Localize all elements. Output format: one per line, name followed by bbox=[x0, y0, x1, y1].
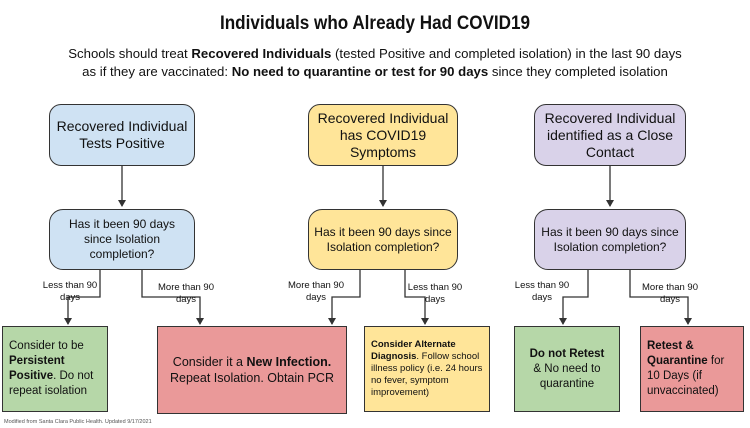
outcome-text: Do not Retest & No need to quarantine bbox=[525, 347, 609, 392]
outcome-text: Consider it a New Infection. Repeat Isol… bbox=[166, 354, 338, 386]
scenario-box-close-contact: Recovered Individual identified as a Clo… bbox=[534, 104, 686, 166]
question-box: Has it been 90 days since Isolation comp… bbox=[308, 209, 458, 270]
question-label: Has it been 90 days since Isolation comp… bbox=[68, 217, 176, 261]
connector-line bbox=[559, 270, 589, 325]
outcome-emphasis: Retest & Quarantine bbox=[647, 340, 708, 367]
diagram-subtitle: Schools should treat Recovered Individua… bbox=[20, 45, 730, 81]
scenario-label: Recovered Individual has COVID19 Symptom… bbox=[317, 109, 449, 160]
branch-label-less: Less than 90 days bbox=[42, 280, 98, 303]
outcome-text: Retest & Quarantine for 10 Days (if unva… bbox=[647, 339, 737, 399]
branch-label-less: Less than 90 days bbox=[407, 282, 463, 305]
branch-label-less: Less than 90 days bbox=[514, 280, 570, 303]
question-label: Has it been 90 days since Isolation comp… bbox=[541, 224, 679, 254]
outcome-persistent-positive: Consider to be Persistent Positive. Do n… bbox=[2, 326, 108, 412]
outcome-emphasis: Persistent Positive bbox=[9, 355, 65, 382]
connector-line bbox=[141, 270, 204, 325]
scenario-box-tests-positive: Recovered Individual Tests Positive bbox=[49, 104, 195, 166]
subtitle-emphasis: No need to quarantine or test for 90 day… bbox=[231, 64, 489, 79]
outcome-emphasis: Consider Alternate Diagnosis bbox=[371, 339, 456, 362]
subtitle-text: Schools should treat bbox=[68, 46, 192, 61]
subtitle-text: since they completed isolation bbox=[488, 64, 668, 79]
branch-label-more: More than 90 days bbox=[288, 280, 344, 303]
diagram-title: Individuals who Already Had COVID19 bbox=[219, 13, 531, 34]
outcome-do-not-retest: Do not Retest & No need to quarantine bbox=[514, 326, 620, 412]
outcome-text-part: Consider to be bbox=[9, 340, 84, 352]
outcome-emphasis: Do not Retest bbox=[529, 347, 605, 360]
connector-line bbox=[629, 270, 692, 325]
outcome-emphasis: New Infection. bbox=[246, 355, 332, 369]
outcome-text-part: Repeat Isolation. Obtain PCR bbox=[170, 371, 334, 385]
outcome-text-part: . Follow school illness policy (i.e. 24 … bbox=[371, 351, 483, 398]
subtitle-text: (tested Positive and completed isolation… bbox=[331, 46, 682, 61]
outcome-text: Consider to be Persistent Positive. Do n… bbox=[9, 339, 101, 399]
branch-label-more: More than 90 days bbox=[158, 282, 214, 305]
question-label: Has it been 90 days since Isolation comp… bbox=[314, 224, 452, 254]
outcome-text-part: . Do not repeat isolation bbox=[9, 370, 94, 397]
connector-line bbox=[64, 270, 101, 325]
source-note: Modified from Santa Clara Public Health.… bbox=[4, 419, 152, 425]
outcome-text-part: for 10 Days (if unvaccinated) bbox=[647, 355, 725, 397]
scenario-label: Recovered Individual Tests Positive bbox=[56, 118, 188, 151]
outcome-text-part: & No need to quarantine bbox=[533, 362, 601, 390]
outcome-new-infection: Consider it a New Infection. Repeat Isol… bbox=[157, 326, 347, 414]
question-box: Has it been 90 days since Isolation comp… bbox=[49, 209, 195, 270]
connector-line bbox=[404, 270, 429, 325]
connector-line bbox=[328, 270, 361, 325]
branch-label-more: More than 90 days bbox=[642, 282, 698, 305]
subtitle-text: as if they are vaccinated: bbox=[82, 64, 232, 79]
outcome-text: Consider Alternate Diagnosis. Follow sch… bbox=[371, 339, 483, 399]
outcome-retest-quarantine: Retest & Quarantine for 10 Days (if unva… bbox=[640, 326, 744, 412]
question-box: Has it been 90 days since Isolation comp… bbox=[534, 209, 686, 270]
scenario-label: Recovered Individual identified as a Clo… bbox=[544, 109, 676, 160]
scenario-box-symptoms: Recovered Individual has COVID19 Symptom… bbox=[308, 104, 458, 166]
outcome-text-part: Consider it a bbox=[172, 355, 247, 369]
outcome-alternate-diagnosis: Consider Alternate Diagnosis. Follow sch… bbox=[364, 326, 490, 412]
subtitle-emphasis: Recovered Individuals bbox=[191, 46, 332, 61]
